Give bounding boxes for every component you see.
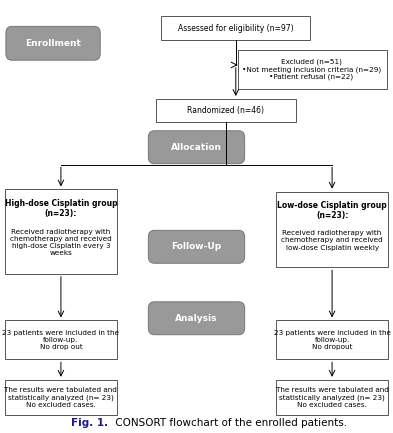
Text: 23 patients were included in the
follow-up.
No drop out: 23 patients were included in the follow-… [2,330,119,350]
Text: Enrollment: Enrollment [25,39,81,48]
FancyBboxPatch shape [238,50,387,89]
Text: The results were tabulated and
statistically analyzed (n= 23)
No excluded cases.: The results were tabulated and statistic… [275,387,389,408]
FancyBboxPatch shape [149,230,244,263]
FancyBboxPatch shape [156,99,296,122]
Text: Excluded (n=51)
•Not meeting inclusion criteria (n=29)
•Patient refusal (n=22): Excluded (n=51) •Not meeting inclusion c… [242,58,381,80]
FancyBboxPatch shape [5,380,117,415]
Text: (n=23):: (n=23): [316,211,348,220]
FancyBboxPatch shape [149,302,244,335]
Text: (n=23):: (n=23): [45,209,77,217]
Text: Fig. 1.: Fig. 1. [71,418,108,429]
Text: High-dose Cisplatin group: High-dose Cisplatin group [5,199,117,208]
FancyBboxPatch shape [276,320,388,359]
FancyBboxPatch shape [6,26,100,60]
Text: Low-dose Cisplatin group: Low-dose Cisplatin group [277,201,387,210]
FancyBboxPatch shape [5,320,117,359]
Text: Allocation: Allocation [171,143,222,152]
Text: Received radiotherapy with
chemotherapy and received
low-dose Cisplatin weekly: Received radiotherapy with chemotherapy … [281,230,383,251]
FancyBboxPatch shape [149,131,244,164]
Text: Received radiotherapy with
chemotherapy and received
high-dose Cisplatin every 3: Received radiotherapy with chemotherapy … [10,229,112,256]
Text: Randomized (n=46): Randomized (n=46) [187,106,264,115]
Text: CONSORT flowchart of the enrolled patients.: CONSORT flowchart of the enrolled patien… [112,418,347,429]
Text: The results were tabulated and
statistically analyzed (n= 23)
No excluded cases.: The results were tabulated and statistic… [4,387,118,408]
FancyBboxPatch shape [276,380,388,415]
Text: Follow-Up: Follow-Up [171,242,222,251]
Text: 23 patients were included in the
follow-up.
No dropout: 23 patients were included in the follow-… [274,330,391,350]
FancyBboxPatch shape [5,190,117,274]
Text: Assessed for eligibility (n=97): Assessed for eligibility (n=97) [178,24,294,32]
Text: Analysis: Analysis [175,314,218,323]
FancyBboxPatch shape [276,192,388,268]
FancyBboxPatch shape [161,16,310,40]
